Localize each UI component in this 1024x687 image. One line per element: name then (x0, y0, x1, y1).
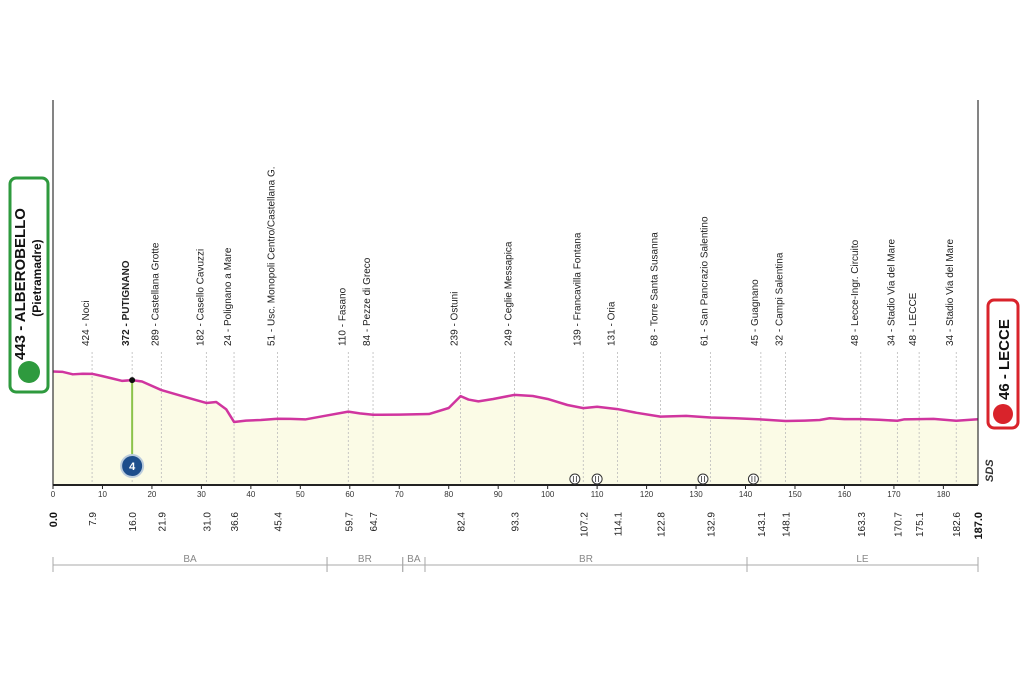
km-label: 163.3 (857, 512, 868, 537)
km-label: 170.7 (893, 512, 904, 537)
x-tick-label: 10 (98, 490, 107, 499)
province-label: BR (579, 554, 593, 565)
km-label: 59.7 (344, 512, 355, 532)
sprint-marker (591, 473, 603, 485)
x-tick-label: 80 (444, 490, 453, 499)
sprint-marker (697, 473, 709, 485)
waypoint-label: 182 - Casello Cavuzzi (195, 249, 206, 346)
sprint-marker (747, 473, 759, 485)
waypoint-label: 68 - Torre Santa Susanna (649, 232, 660, 346)
km-label: 36.6 (230, 512, 241, 532)
km-label: 132.9 (706, 512, 717, 537)
waypoint-label: 239 - Ostuni (450, 292, 461, 346)
km-label: 148.1 (782, 512, 793, 537)
x-tick-label: 60 (345, 490, 354, 499)
x-tick-label: 50 (296, 490, 305, 499)
km-label: 187.0 (973, 512, 985, 540)
x-tick-label: 170 (887, 490, 901, 499)
waypoint-label: 32 - Campi Salentina (775, 252, 786, 346)
x-tick-label: 140 (739, 490, 753, 499)
x-tick-label: 160 (838, 490, 852, 499)
waypoint-label: 48 - LECCE (908, 292, 919, 346)
km-label: 82.4 (457, 512, 468, 532)
x-tick-label: 180 (937, 490, 951, 499)
x-tick-label: 150 (788, 490, 802, 499)
waypoint-label: 424 - Noci (81, 300, 92, 346)
kom-label: 4 (129, 461, 136, 473)
x-tick-label: 90 (494, 490, 503, 499)
km-label: 175.1 (915, 512, 926, 537)
province-label: BR (358, 554, 372, 565)
waypoint-label: 372 - PUTIGNANO (121, 260, 132, 346)
waypoint-label: 131 - Oria (606, 301, 617, 346)
start-label: 443 - ALBEROBELLO (12, 208, 29, 360)
waypoint-label: 139 - Francavilla Fontana (572, 232, 583, 346)
km-label: 21.9 (157, 512, 168, 532)
x-tick-label: 110 (591, 490, 604, 499)
km-label: 182.6 (952, 512, 963, 537)
km-label: 45.4 (274, 512, 285, 532)
finish-box (986, 298, 1020, 430)
x-tick-label: 30 (197, 490, 206, 499)
km-label: 143.1 (757, 512, 768, 537)
kom-dot (129, 377, 136, 384)
start-sublabel: (Pietramadre) (30, 239, 44, 316)
waypoint-label: 84 - Pezze di Greco (362, 257, 373, 346)
profile-fill (53, 371, 978, 485)
km-label: 122.8 (656, 512, 667, 537)
km-label: 31.0 (202, 512, 213, 532)
province-label: BA (407, 554, 421, 565)
x-tick-label: 120 (640, 490, 654, 499)
waypoint-label: 249 - Ceglie Messapica (504, 241, 515, 346)
waypoint-label: 48 - Lecce-Ingr. Circuito (850, 239, 861, 346)
waypoint-label: 289 - Castellana Grotte (150, 242, 161, 346)
side-label: SDS (984, 459, 996, 482)
x-tick-label: 70 (395, 490, 404, 499)
km-label: 7.9 (88, 512, 99, 526)
km-label: 16.0 (128, 512, 139, 532)
finish-label: 46 - LECCE (996, 319, 1013, 400)
x-tick-label: 100 (541, 490, 555, 499)
province-label: LE (856, 554, 869, 565)
waypoint-label: 51 - Usc. Monopoli Centro/Castellana G. (267, 166, 278, 346)
sprint-marker (569, 473, 581, 485)
km-label: 114.1 (613, 512, 624, 537)
waypoint-label: 24 - Polignano a Mare (223, 247, 234, 346)
province-label: BA (183, 554, 197, 565)
waypoint-label: 34 - Stadio Via del Mare (945, 238, 956, 346)
waypoint-label: 61 - San Pancrazio Salentino (699, 216, 710, 346)
waypoint-label: 45 - Guagnano (750, 279, 761, 346)
km-label: 93.3 (511, 512, 522, 532)
x-tick-label: 40 (246, 490, 255, 499)
start-box (8, 176, 50, 394)
x-tick-label: 20 (147, 490, 156, 499)
finish-icon (993, 404, 1013, 424)
start-icon (18, 361, 40, 383)
km-label: 0.0 (48, 512, 60, 527)
profile-line (52, 370, 979, 424)
waypoint-label: 34 - Stadio Via del Mare (886, 238, 897, 346)
x-tick-label: 130 (689, 490, 703, 499)
waypoint-label: 110 - Fasano (337, 287, 348, 346)
km-label: 64.7 (369, 512, 380, 532)
kom-icon (120, 454, 145, 478)
x-tick-label: 0 (51, 490, 56, 499)
km-label: 107.2 (579, 512, 590, 537)
